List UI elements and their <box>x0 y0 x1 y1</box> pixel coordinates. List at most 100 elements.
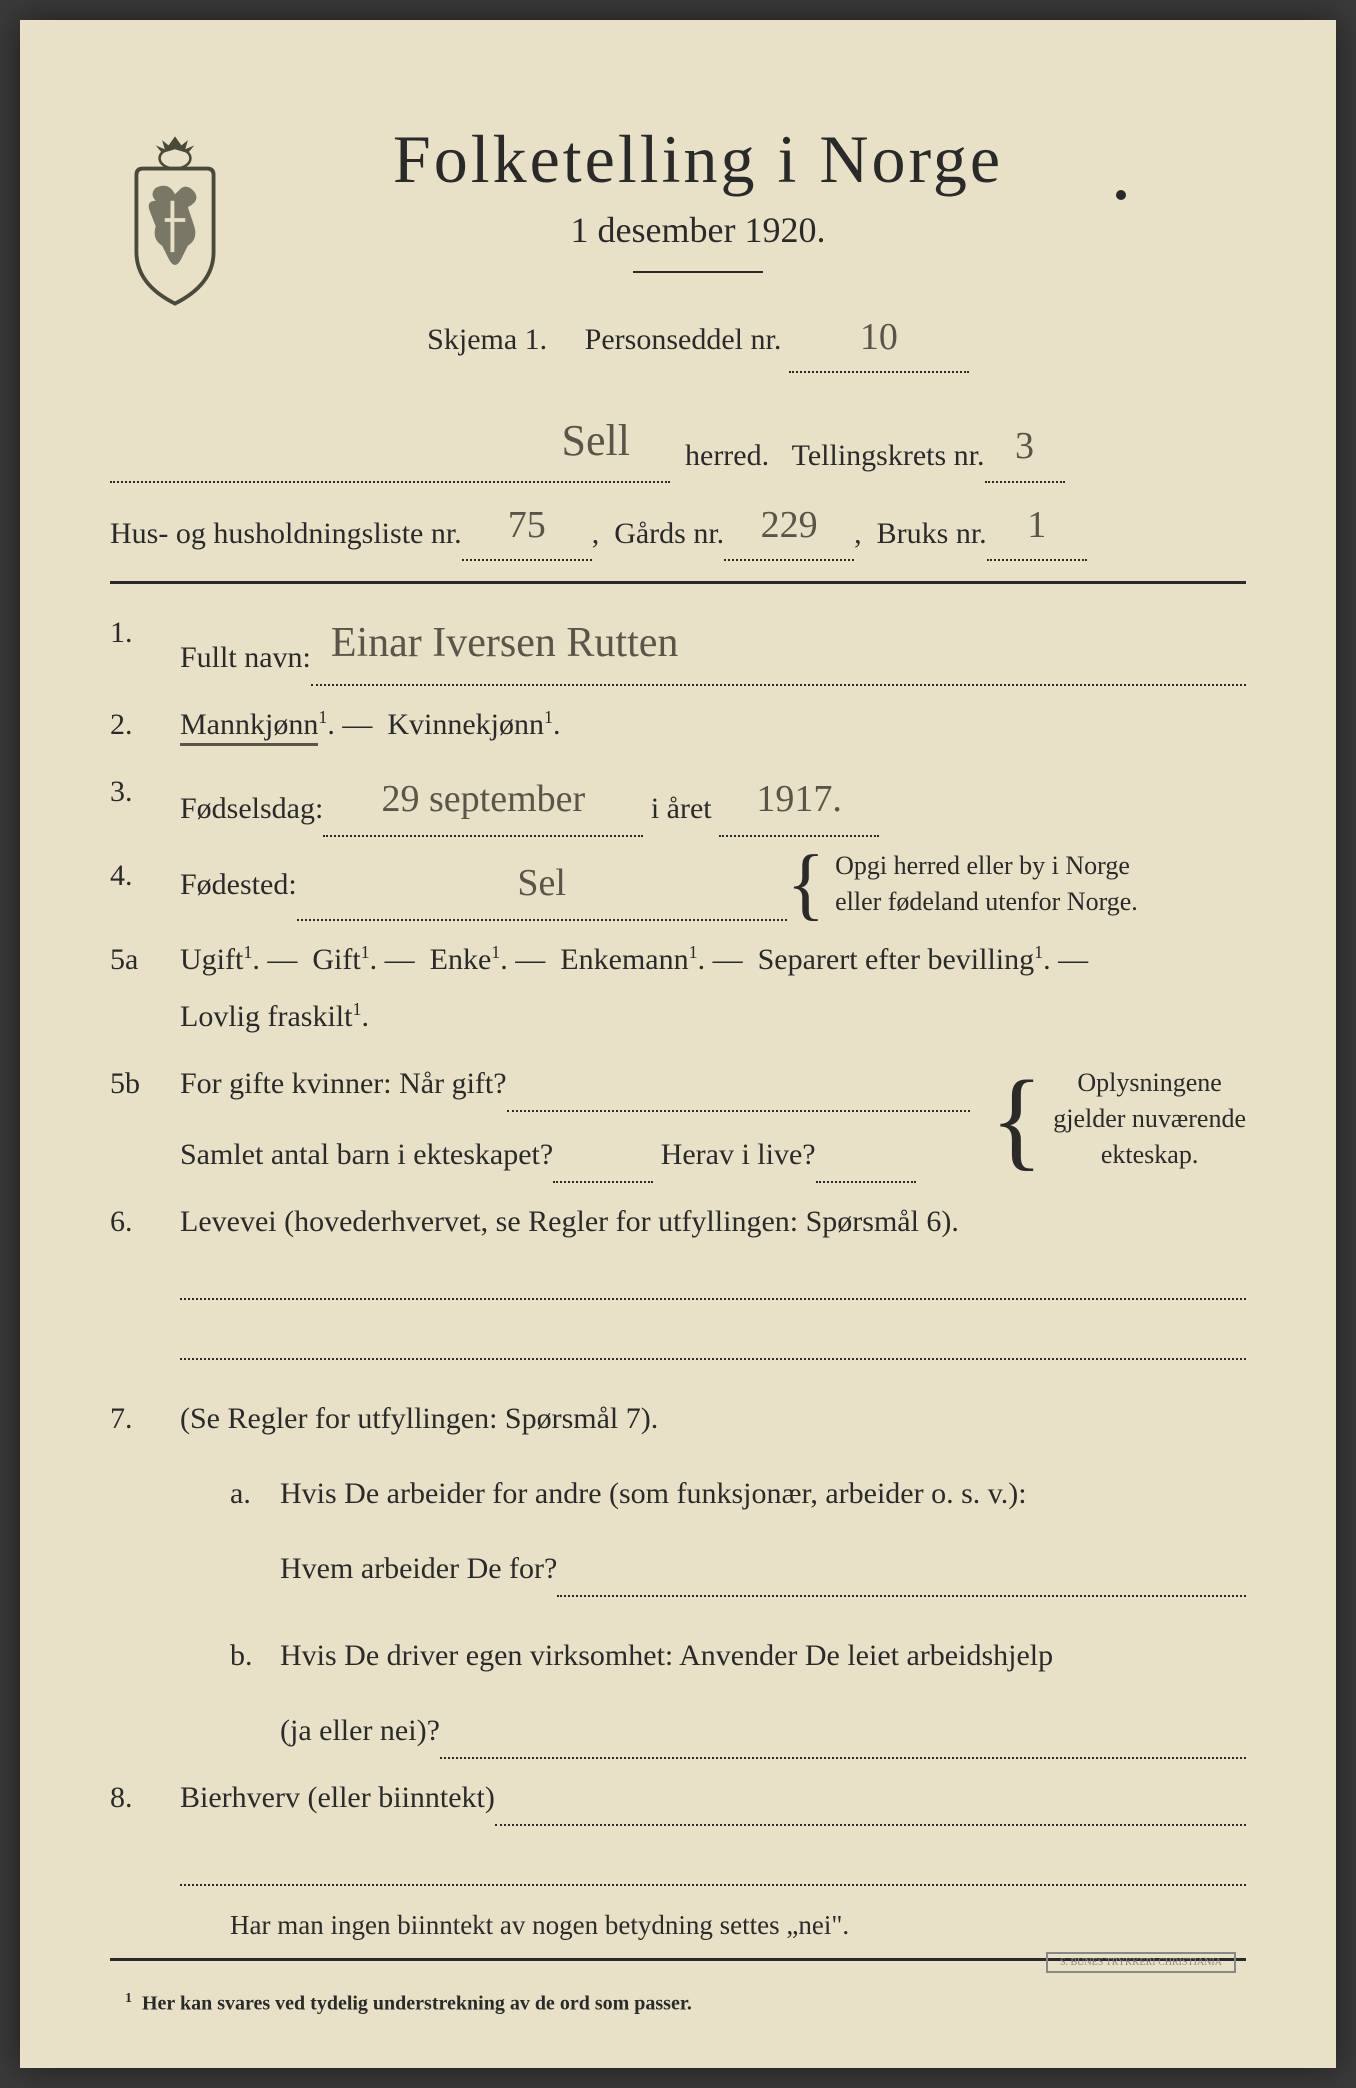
subtitle-date: 1 desember 1920. <box>280 209 1116 251</box>
tellingskrets-field: 3 <box>985 412 1065 482</box>
question-2: 2. Mannkjønn1. — Kvinnekjønn1. <box>110 696 1246 753</box>
bruks-label: Bruks nr. <box>877 507 987 561</box>
q1-field: Einar Iversen Rutten <box>311 604 1246 686</box>
q7b-text1: Hvis De driver egen virksomhet: Anvender… <box>280 1627 1246 1684</box>
bruks-nr: 1 <box>1027 491 1046 559</box>
question-3: 3. Fødselsdag: 29 september i året 1917. <box>110 763 1246 837</box>
personseddel-nr: 10 <box>860 303 898 371</box>
norwegian-crest-icon <box>110 130 240 310</box>
gards-field: 229 <box>724 491 854 561</box>
q5b-label2: Samlet antal barn i ekteskapet? <box>180 1126 553 1183</box>
q7b-text2: (ja eller nei)? <box>280 1702 440 1759</box>
gards-nr: 229 <box>761 491 818 559</box>
q7-num: 7. <box>110 1390 180 1759</box>
q5a-gift: Gift <box>312 943 360 976</box>
question-1: 1. Fullt navn: Einar Iversen Rutten <box>110 604 1246 686</box>
bruks-field: 1 <box>987 491 1087 561</box>
q7a-num: a. <box>230 1465 280 1522</box>
q6-num: 6. <box>110 1193 180 1250</box>
q6-field-2 <box>180 1310 1246 1360</box>
q6-label: Levevei (hovederhvervet, se Regler for u… <box>180 1205 959 1238</box>
q3-label: Fødselsdag: <box>180 780 323 837</box>
q3-year-label: i året <box>651 780 712 837</box>
q7b-num: b. <box>230 1627 280 1684</box>
q1-value: Einar Iversen Rutten <box>331 604 679 684</box>
q4-value: Sel <box>517 847 566 919</box>
ink-dot <box>1116 190 1126 200</box>
q7b-field <box>440 1757 1246 1759</box>
main-title: Folketelling i Norge <box>280 120 1116 199</box>
q5a-enkemann: Enkemann <box>560 943 688 976</box>
q5b-note2: gjelder nuværende <box>1053 1101 1246 1137</box>
q2-kvinne: Kvinnekjønn <box>387 708 544 741</box>
skjema-label: Skjema 1. <box>427 323 547 356</box>
personseddel-label: Personseddel nr. <box>585 323 782 356</box>
q4-note-group: { Opgi herred eller by i Norge eller fød… <box>787 848 1138 921</box>
q8-field <box>495 1824 1246 1826</box>
q5b-note-group: { Oplysningene gjelder nuværende ekteska… <box>990 1065 1246 1174</box>
q4-num: 4. <box>110 847 180 921</box>
hushold-line: Hus- og husholdningsliste nr. 75 , Gårds… <box>110 491 1246 561</box>
q4-note1: Opgi herred eller by i Norge <box>835 848 1138 884</box>
q5b-note1: Oplysningene <box>1053 1065 1246 1101</box>
q5b-label3: Herav i live? <box>661 1126 816 1183</box>
q2-sup2: 1 <box>544 707 553 727</box>
q5b-field2 <box>553 1181 653 1183</box>
question-7: 7. (Se Regler for utfyllingen: Spørsmål … <box>110 1390 1246 1759</box>
q5a-ugift: Ugift <box>180 943 243 976</box>
q3-day: 29 september <box>382 763 586 835</box>
tellingskrets-nr: 3 <box>1015 412 1034 480</box>
q3-day-field: 29 september <box>323 763 643 837</box>
hushold-field: 75 <box>462 491 592 561</box>
bottom-note: Har man ingen biinntekt av nogen betydni… <box>230 1901 1246 1950</box>
hushold-label: Hus- og husholdningsliste nr. <box>110 507 462 561</box>
title-block: Folketelling i Norge 1 desember 1920. Sk… <box>280 120 1246 381</box>
question-6: 6. Levevei (hovederhvervet, se Regler fo… <box>110 1193 1246 1250</box>
q5a-num: 5a <box>110 931 180 1045</box>
q5b-num: 5b <box>110 1055 180 1183</box>
q5b-field3 <box>816 1181 916 1183</box>
q4-note2: eller fødeland utenfor Norge. <box>835 884 1138 920</box>
census-form-page: Folketelling i Norge 1 desember 1920. Sk… <box>20 20 1336 2068</box>
footnote: 1 Her kan svares ved tydelig understrekn… <box>110 1991 1246 2016</box>
q7a-text2: Hvem arbeider De for? <box>280 1540 557 1597</box>
q2-sep1: . — <box>327 708 372 741</box>
herred-field: Sell <box>110 401 670 482</box>
q8-num: 8. <box>110 1769 180 1826</box>
personseddel-nr-field: 10 <box>789 303 969 373</box>
question-5a: 5a Ugift1. — Gift1. — Enke1. — Enkemann1… <box>110 931 1246 1045</box>
brace-icon: { <box>787 852 825 916</box>
q2-mann: Mannkjønn <box>180 708 318 746</box>
q3-year-field: 1917. <box>719 763 879 837</box>
skjema-line: Skjema 1. Personseddel nr. 10 <box>280 303 1116 373</box>
tellingskrets-label: Tellingskrets nr. <box>792 429 985 483</box>
q6-field-1 <box>180 1260 1246 1300</box>
q4-field: Sel <box>297 847 787 921</box>
q5b-label1: For gifte kvinner: Når gift? <box>180 1055 507 1112</box>
q8-label: Bierhverv (eller biinntekt) <box>180 1769 495 1826</box>
q7a-text1: Hvis De arbeider for andre (som funksjon… <box>280 1465 1246 1522</box>
herred-line: Sell herred. Tellingskrets nr. 3 <box>110 401 1246 482</box>
q1-label: Fullt navn: <box>180 629 311 686</box>
question-5b: 5b For gifte kvinner: Når gift? Samlet a… <box>110 1055 1246 1183</box>
q5a-enke: Enke <box>430 943 492 976</box>
hushold-nr: 75 <box>508 491 546 559</box>
herred-label: herred. <box>685 429 769 483</box>
footnote-text: Her kan svares ved tydelig understreknin… <box>142 1992 692 2014</box>
question-4: 4. Fødested: Sel { Opgi herred eller by … <box>110 847 1246 921</box>
q2-sup1: 1 <box>318 707 327 727</box>
header-row: Folketelling i Norge 1 desember 1920. Sk… <box>110 120 1246 381</box>
q5a-separert: Separert efter bevilling <box>758 943 1035 976</box>
q5a-fraskilt: Lovlig fraskilt <box>180 1000 352 1033</box>
divider-1 <box>110 581 1246 584</box>
q5b-field1 <box>507 1110 971 1112</box>
q3-year: 1917. <box>756 763 842 835</box>
q1-num: 1. <box>110 604 180 686</box>
q2-end: . <box>553 708 561 741</box>
question-8: 8. Bierhverv (eller biinntekt) <box>110 1769 1246 1826</box>
q7a-field <box>557 1595 1246 1597</box>
printer-stamp: S. BUNES TRYKKERI CHRISTIANIA <box>1046 1952 1236 1973</box>
q8-field-2 <box>180 1836 1246 1886</box>
q3-num: 3. <box>110 763 180 837</box>
gards-label: Gårds nr. <box>614 507 724 561</box>
